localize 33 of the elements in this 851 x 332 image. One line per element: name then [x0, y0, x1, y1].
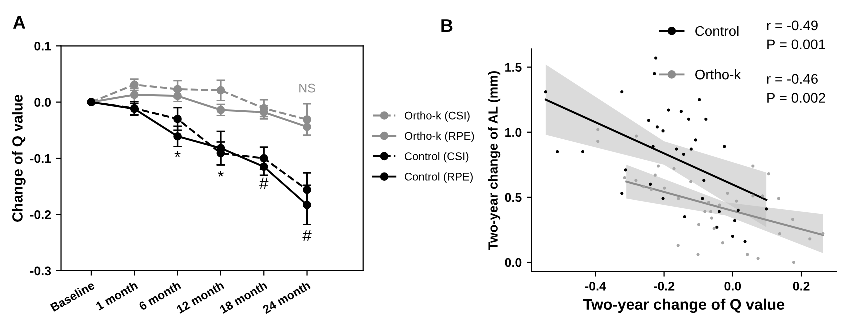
legend-label: Ortho-k — [696, 69, 742, 80]
y-tick-label: -0.1 — [30, 154, 52, 164]
y-tick-label: -0.2 — [30, 210, 52, 220]
x-axis-title: Two-year change of Q value — [583, 298, 785, 314]
y-tick-label: 0.1 — [34, 42, 52, 51]
x-tick-label: -0.4 — [585, 282, 606, 291]
y-axis-title: Two-year change of AL (mm) — [488, 71, 501, 250]
annotation: * — [174, 151, 181, 158]
y-tick-label: 1.5 — [506, 63, 522, 72]
annotation: P = 0.001 — [768, 40, 826, 50]
legend-label: Control (CSI) — [405, 152, 469, 163]
x-tick-label: 0.0 — [724, 282, 742, 291]
y-tick-label: 0.0 — [505, 258, 522, 268]
annotation: # — [260, 178, 269, 190]
annotation: NS — [300, 84, 316, 93]
annotation: * — [218, 171, 224, 177]
chart-title: A — [13, 16, 26, 29]
chart-title: B — [442, 20, 453, 32]
x-tick-label: -0.2 — [654, 282, 675, 291]
y-tick-label: 0.0 — [34, 98, 52, 107]
legend-label: Control (RPE) — [405, 172, 473, 183]
legend-label: Ortho-k (RPE) — [405, 132, 474, 142]
y-tick-label: 0.5 — [505, 193, 522, 202]
y-tick-label: 1.0 — [506, 128, 522, 138]
legend-label: Control — [696, 26, 739, 36]
text: r = -0.49 — [767, 20, 818, 31]
annotation: # — [302, 230, 312, 242]
x-tick-label: 0.2 — [793, 282, 810, 291]
legend-label: Ortho-k (CSI) — [405, 112, 470, 122]
y-axis-title: Change of Q value — [12, 95, 26, 222]
annotation: r = -0.46 — [767, 74, 818, 84]
y-tick-label: -0.3 — [30, 266, 52, 276]
annotation: P = 0.002 — [768, 93, 826, 103]
